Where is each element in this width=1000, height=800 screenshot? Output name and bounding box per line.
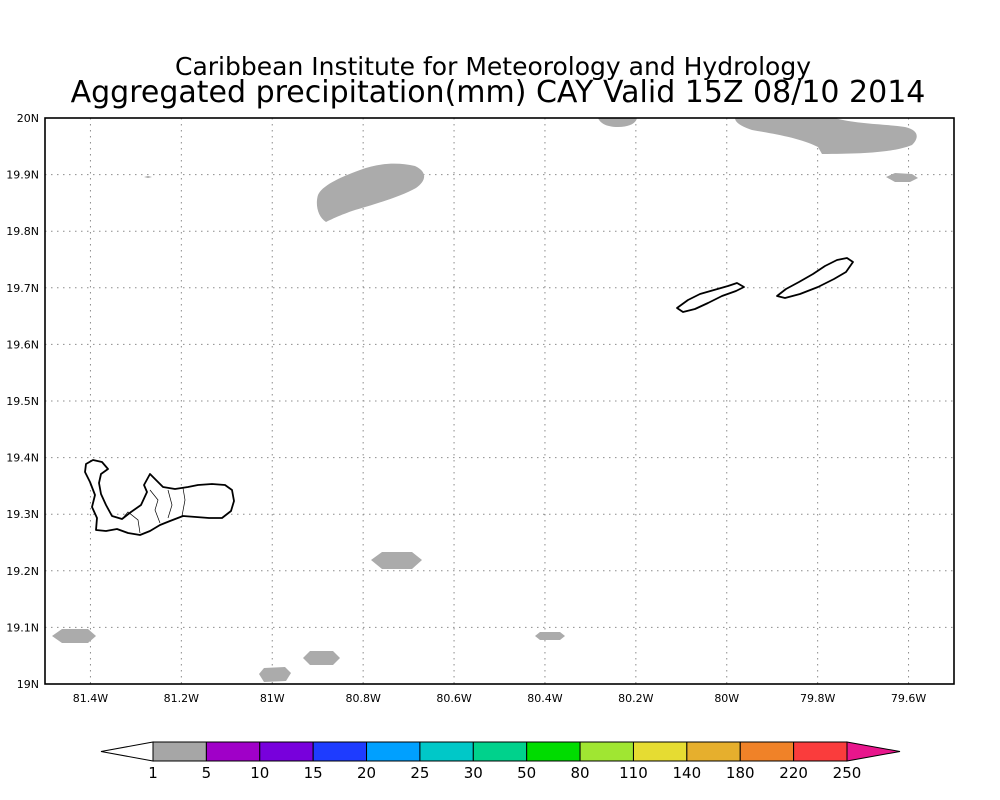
- lat-tick-label: 19.9N: [6, 169, 39, 182]
- little-cayman-outline: [676, 282, 745, 313]
- colorbar-label: 20: [357, 764, 376, 782]
- rain-area-south-b: [303, 651, 340, 665]
- colorbar-swatch: [472, 741, 528, 762]
- institution-title: Caribbean Institute for Meteorology and …: [175, 52, 811, 81]
- colorbar-swatch: [366, 741, 421, 762]
- lat-tick-label: 19.3N: [6, 508, 39, 521]
- lon-tick-label: 81.2W: [164, 692, 199, 705]
- lat-tick-label: 19.7N: [6, 282, 39, 295]
- district-boundary-1: [149, 489, 161, 524]
- colorbar-swatch: [526, 741, 581, 762]
- colorbar-label: 220: [779, 764, 808, 782]
- colorbar-under-triangle: [100, 741, 154, 762]
- colorbar-swatch: [312, 741, 368, 762]
- lat-tick-label: 19.5N: [6, 395, 39, 408]
- colorbar-swatch: [632, 741, 688, 762]
- colorbar-label: 10: [250, 764, 269, 782]
- colorbar-label: 50: [517, 764, 536, 782]
- lon-tick-label: 80.4W: [527, 692, 562, 705]
- colorbar-swatch: [686, 741, 741, 762]
- lon-tick-label: 81.4W: [73, 692, 108, 705]
- colorbar-label: 140: [673, 764, 702, 782]
- colorbar-swatch: [739, 741, 795, 762]
- product-title: Aggregated precipitation(mm) CAY Valid 1…: [71, 75, 926, 110]
- colorbar-label: 250: [833, 764, 862, 782]
- district-boundary-4: [121, 511, 141, 534]
- rain-area-south-center: [371, 552, 422, 569]
- lon-tick-label: 79.6W: [891, 692, 926, 705]
- lat-tick-label: 19.1N: [6, 621, 39, 634]
- colorbar-label: 80: [571, 764, 590, 782]
- colorbar-swatch: [259, 741, 314, 762]
- grand-cayman-outline: [84, 459, 235, 536]
- map-frame: [44, 117, 955, 685]
- cayman-brac-outline: [776, 257, 854, 299]
- lon-tick-label: 80.6W: [436, 692, 471, 705]
- lat-tick-label: 19.8N: [6, 225, 39, 238]
- lon-tick-label: 80W: [714, 692, 739, 705]
- lat-tick-label: 19.2N: [6, 565, 39, 578]
- rain-area-southwest: [52, 629, 96, 643]
- colorbar-label: 30: [464, 764, 483, 782]
- grand-cayman-island: [84, 459, 235, 536]
- precipitation-colorbar: 1 5 10 15 20 25 30 50 80 110 140 180 220 250: [100, 741, 901, 782]
- colorbar-swatch: [793, 741, 848, 762]
- colorbar-over-triangle: [846, 741, 901, 762]
- colorbar-label: 110: [619, 764, 648, 782]
- colorbar-label: 15: [304, 764, 323, 782]
- longitude-tick-labels: 81.4W 81.2W 81W 80.8W 80.6W 80.4W 80.2W 80W 79.8…: [73, 692, 927, 705]
- lon-tick-label: 81W: [260, 692, 285, 705]
- colorbar-label: 5: [202, 764, 212, 782]
- colorbar-swatch: [419, 741, 474, 762]
- colorbar-label: 1: [148, 764, 158, 782]
- district-boundary-2: [167, 489, 173, 519]
- lat-tick-label: 19.4N: [6, 452, 39, 465]
- lon-tick-label: 80.2W: [618, 692, 653, 705]
- rain-area-south-a: [259, 667, 291, 682]
- colorbar-swatch: [579, 741, 634, 762]
- rain-area-east-small: [886, 173, 918, 182]
- colorbar-swatch: [205, 741, 261, 762]
- lat-tick-label: 19N: [17, 678, 39, 691]
- colorbar-label: 25: [410, 764, 429, 782]
- map-panel: 81.4W 81.2W 81W 80.8W 80.6W 80.4W 80.2W 80W 79.8…: [6, 112, 955, 705]
- rain-area-north-edge: [598, 118, 637, 127]
- colorbar-label: 180: [726, 764, 755, 782]
- rain-area-south-small: [535, 632, 565, 640]
- lon-tick-label: 79.8W: [800, 692, 835, 705]
- latitude-tick-labels: 20N 19.9N 19.8N 19.7N 19.6N 19.5N 19.4N 19.3N 19…: [6, 112, 39, 691]
- lon-tick-label: 80.8W: [345, 692, 380, 705]
- precipitation-areas: [52, 118, 918, 682]
- rain-area-northeast: [735, 118, 917, 154]
- rain-area-speck: [144, 176, 152, 178]
- lat-tick-label: 20N: [17, 112, 39, 125]
- colorbar-swatch: [152, 741, 207, 762]
- district-boundary-3: [181, 487, 186, 517]
- lat-tick-label: 19.6N: [6, 338, 39, 351]
- rain-area-north-central: [316, 163, 425, 222]
- coastlines: [84, 257, 854, 536]
